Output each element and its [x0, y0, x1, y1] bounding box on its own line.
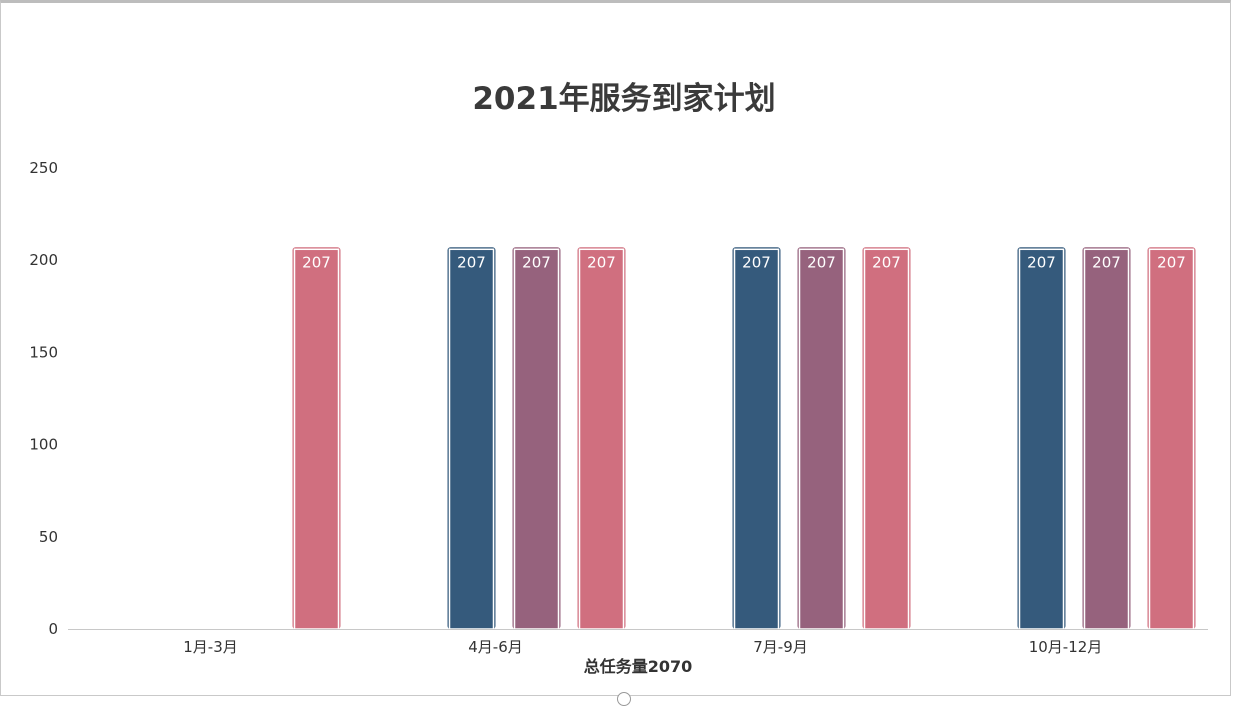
- bar[interactable]: [1017, 247, 1066, 630]
- bar-series-group: 207 207 207 207 207 207 207 207 207 207: [292, 247, 1196, 630]
- bar-data-label: 207: [807, 253, 836, 271]
- bar[interactable]: [447, 247, 496, 630]
- bar[interactable]: [1147, 247, 1196, 630]
- bar[interactable]: [292, 247, 341, 630]
- y-tick-label: 100: [29, 436, 58, 454]
- bar-data-label: 207: [522, 253, 551, 271]
- bar-data-label: 207: [1157, 253, 1186, 271]
- bar-data-label: 207: [872, 253, 901, 271]
- x-tick-label: 4月-6月: [468, 638, 523, 656]
- y-tick-label: 50: [39, 528, 58, 546]
- page-indicator-dot[interactable]: [617, 692, 631, 706]
- chart-title: 2021年服务到家计划: [472, 81, 775, 117]
- y-axis: 0 50 100 150 200 250: [29, 159, 58, 638]
- bar[interactable]: [862, 247, 911, 630]
- bar[interactable]: [732, 247, 781, 630]
- y-tick-label: 0: [48, 620, 58, 638]
- bar[interactable]: [577, 247, 626, 630]
- x-axis: 1月-3月 4月-6月 7月-9月 10月-12月: [68, 629, 1208, 656]
- x-axis-title: 总任务量2070: [584, 657, 693, 676]
- x-tick-label: 1月-3月: [183, 638, 238, 656]
- y-tick-label: 200: [29, 251, 58, 269]
- bar-data-label: 207: [1027, 253, 1056, 271]
- bar-data-label: 207: [457, 253, 486, 271]
- bar[interactable]: [512, 247, 561, 630]
- bar-data-label: 207: [1092, 253, 1121, 271]
- bar-data-label: 207: [302, 253, 331, 271]
- x-tick-label: 10月-12月: [1029, 638, 1103, 656]
- y-tick-label: 250: [29, 159, 58, 177]
- x-tick-label: 7月-9月: [753, 638, 808, 656]
- bar[interactable]: [797, 247, 846, 630]
- bar-data-label: 207: [587, 253, 616, 271]
- bar[interactable]: [1082, 247, 1131, 630]
- y-tick-label: 150: [29, 343, 58, 361]
- bar-data-label: 207: [742, 253, 771, 271]
